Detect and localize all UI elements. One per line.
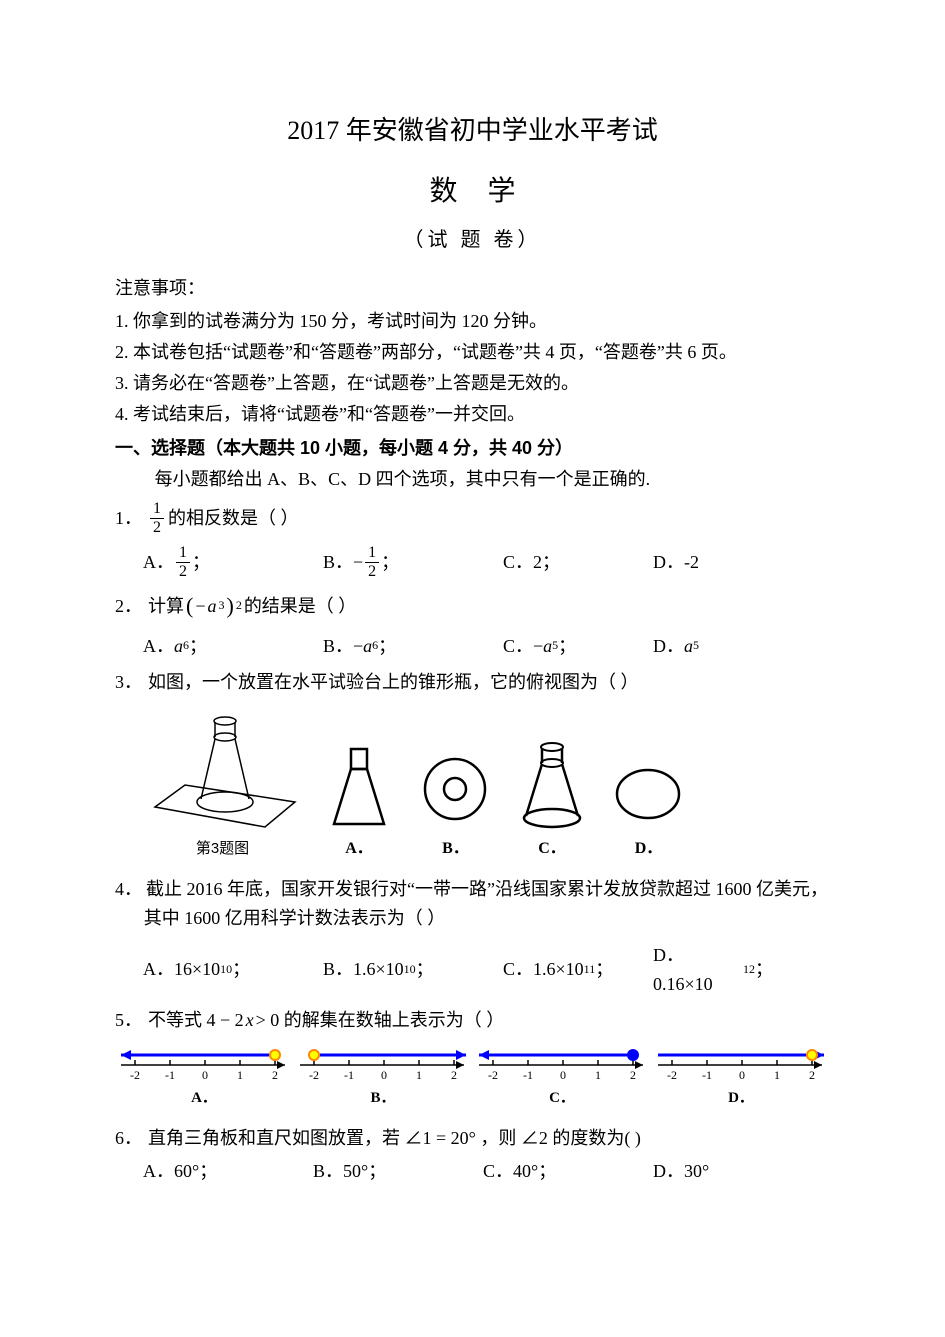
- notice-line: 2. 本试卷包括“试题卷”和“答题卷”两部分，“试题卷”共 4 页，“答题卷”共…: [115, 338, 830, 367]
- svg-text:0: 0: [202, 1068, 208, 1082]
- q6-option-c: C．40°；: [483, 1157, 623, 1186]
- q1-option-a: A． 12 ；: [143, 544, 313, 580]
- svg-text:-2: -2: [309, 1068, 319, 1082]
- q6-number: 6．: [115, 1124, 142, 1153]
- q5-option-a-figure: -2-10 12 A．: [115, 1045, 293, 1110]
- q6-stem: 直角三角板和直尺如图放置，若 ∠1 = 20° ，则 ∠2 的度数为( ): [148, 1124, 641, 1153]
- q5-option-d-figure: -2-10 12 D．: [652, 1045, 830, 1110]
- svg-text:1: 1: [595, 1068, 601, 1082]
- svg-text:0: 0: [739, 1068, 745, 1082]
- svg-text:1: 1: [237, 1068, 243, 1082]
- svg-text:2: 2: [630, 1068, 636, 1082]
- svg-text:-1: -1: [165, 1068, 175, 1082]
- svg-text:-2: -2: [488, 1068, 498, 1082]
- question-3: 3． 如图，一个放置在水平试验台上的锥形瓶，它的俯视图为（ ） 第3题图 A．: [115, 668, 830, 861]
- notice-line: 3. 请务必在“答题卷”上答题，在“试题卷”上答题是无效的。: [115, 369, 830, 398]
- svg-text:0: 0: [381, 1068, 387, 1082]
- q2-option-a: A．a6；: [143, 632, 313, 661]
- notice-line: 1. 你拿到的试卷满分为 150 分，考试时间为 120 分钟。: [115, 307, 830, 336]
- svg-text:-2: -2: [667, 1068, 677, 1082]
- q1-option-d: D．-2: [653, 548, 773, 577]
- q1-number: 1．: [115, 504, 142, 533]
- svg-text:2: 2: [451, 1068, 457, 1082]
- svg-text:-1: -1: [702, 1068, 712, 1082]
- q2-option-b: B．−a6；: [323, 632, 493, 661]
- q3-number: 3．: [115, 668, 142, 697]
- svg-text:2: 2: [272, 1068, 278, 1082]
- svg-text:1: 1: [416, 1068, 422, 1082]
- q3-figure-main: 第3题图: [145, 707, 300, 861]
- q3-option-c-figure: C．: [517, 734, 587, 862]
- svg-text:-1: -1: [344, 1068, 354, 1082]
- q4-number: 4．: [115, 879, 142, 899]
- section-1-title: 一、选择题（本大题共 10 小题，每小题 4 分，共 40 分）: [115, 434, 830, 463]
- svg-text:-2: -2: [130, 1068, 140, 1082]
- question-4: 4．截止 2016 年底，国家开发银行对“一带一路”沿线国家累计发放贷款超过 1…: [115, 875, 830, 998]
- q6-option-b: B．50°；: [313, 1157, 453, 1186]
- q1-option-c: C．2；: [503, 548, 643, 577]
- paper-label: （试 题 卷）: [115, 224, 830, 256]
- q4-option-c: C．1.6×1011；: [503, 955, 643, 984]
- q6-option-a: A．60°；: [143, 1157, 283, 1186]
- q4-option-d: D．0.16×1012；: [653, 941, 773, 999]
- section-1-instruction: 每小题都给出 A、B、C、D 四个选项，其中只有一个是正确的.: [115, 465, 830, 494]
- svg-text:-1: -1: [523, 1068, 533, 1082]
- q2-option-d: D．a5: [653, 632, 773, 661]
- q2-option-c: C．−a5；: [503, 632, 643, 661]
- notice-heading: 注意事项：: [115, 274, 830, 303]
- q6-option-d: D．30°: [653, 1157, 709, 1186]
- q2-number: 2．: [115, 592, 142, 621]
- q3-option-b-figure: B．: [418, 739, 493, 862]
- q1-option-b: B． − 12 ；: [323, 544, 493, 580]
- q4-option-a: A．16×1010；: [143, 955, 313, 984]
- q5-number: 5．: [115, 1006, 142, 1035]
- q3-option-d-figure: D．: [611, 739, 686, 862]
- q4-option-b: B．1.6×1010；: [323, 955, 493, 984]
- q1-stem: 的相反数是（ ）: [168, 504, 299, 533]
- question-2: 2． 计算 ( − a3 )2 的结果是（ ） A．a6； B．−a6； C．−…: [115, 588, 830, 660]
- question-5: 5． 不等式 4 − 2x > 0 的解集在数轴上表示为（ ） -2-10 12: [115, 1006, 830, 1110]
- question-1: 1． 1 2 的相反数是（ ） A． 12 ； B． − 12 ； C．2； D…: [115, 500, 830, 580]
- fraction-icon: 1 2: [150, 500, 164, 536]
- subject-title: 数学: [115, 170, 830, 215]
- question-6: 6． 直角三角板和直尺如图放置，若 ∠1 = 20° ，则 ∠2 的度数为( )…: [115, 1124, 830, 1186]
- exam-title: 2017 年安徽省初中学业水平考试: [115, 110, 830, 152]
- q5-numberlines: -2-10 12 A． -2-10 12: [115, 1045, 830, 1110]
- svg-text:0: 0: [560, 1068, 566, 1082]
- svg-text:2: 2: [809, 1068, 815, 1082]
- svg-text:1: 1: [774, 1068, 780, 1082]
- q3-option-a-figure: A．: [324, 739, 394, 862]
- q5-option-b-figure: -2-10 12 B．: [294, 1045, 472, 1110]
- notice-line: 4. 考试结束后，请将“试题卷”和“答题卷”一并交回。: [115, 400, 830, 429]
- q3-stem: 如图，一个放置在水平试验台上的锥形瓶，它的俯视图为（ ）: [148, 668, 639, 697]
- q5-option-c-figure: -2-10 12 C．: [473, 1045, 651, 1110]
